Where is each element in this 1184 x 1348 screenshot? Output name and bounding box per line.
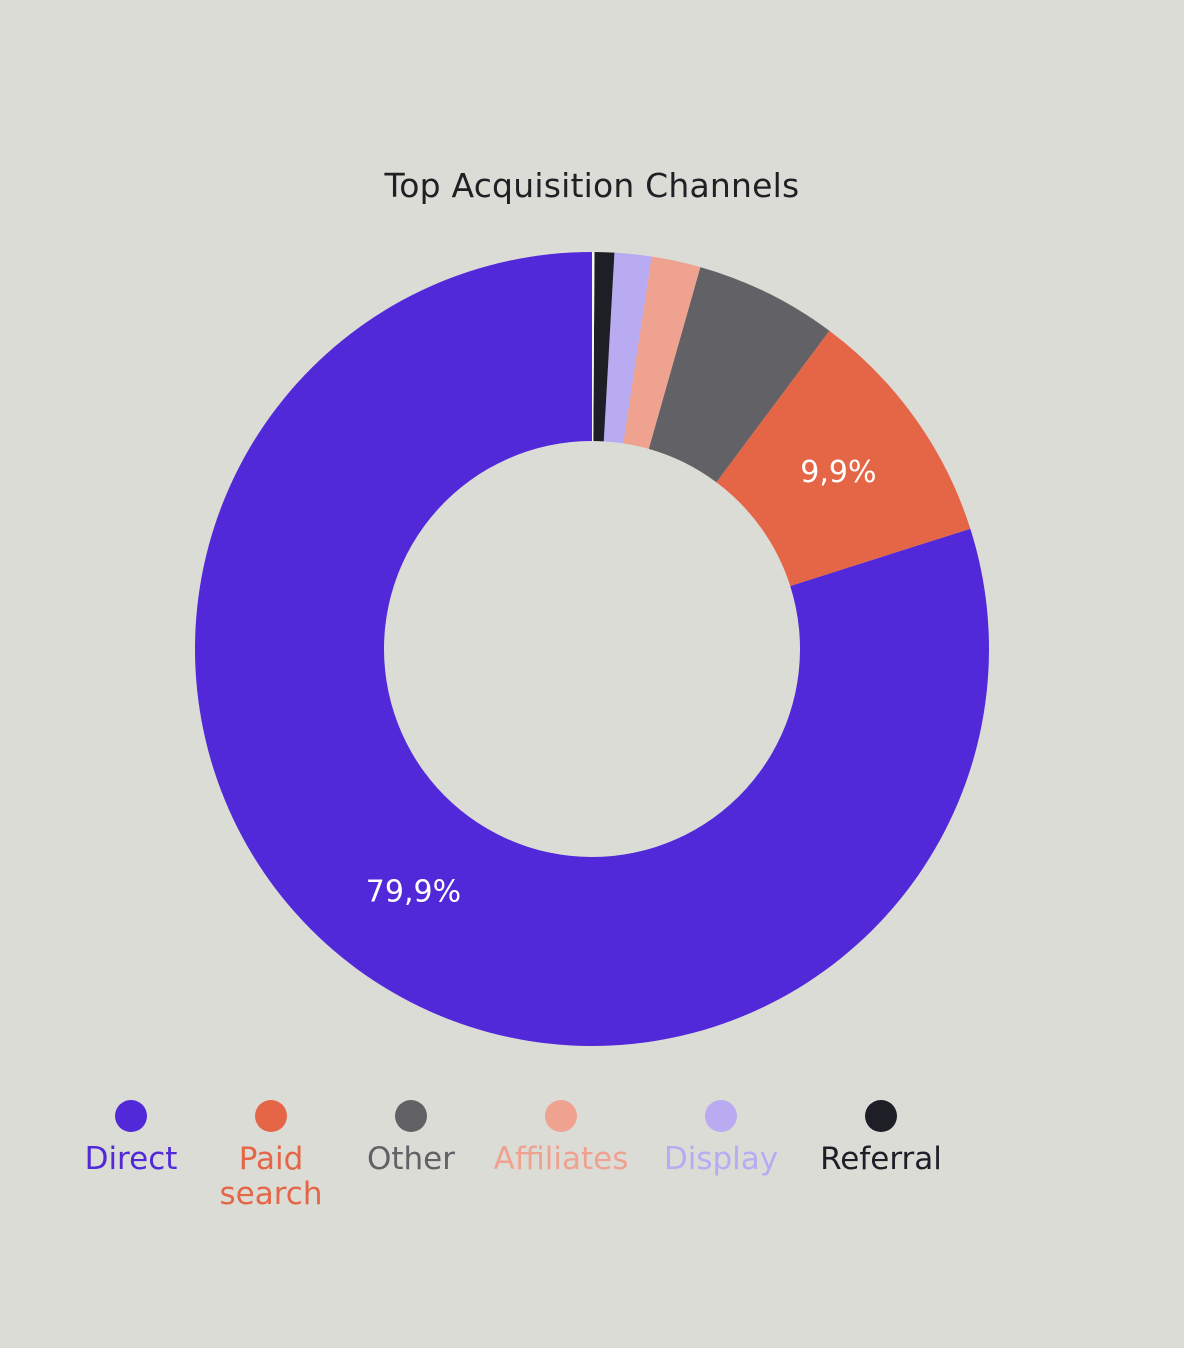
- data-label-paid-search: 9,9%: [800, 455, 876, 490]
- legend-dot-direct: [115, 1100, 147, 1132]
- legend-item-affiliates: Affiliates: [471, 1100, 651, 1177]
- slice-affiliates: [623, 256, 701, 449]
- legend-item-display: Display: [631, 1100, 811, 1177]
- slice-paid-search: [716, 330, 971, 586]
- slice-display: [603, 252, 652, 444]
- slice-direct: [194, 252, 989, 1046]
- legend-label-direct: Direct: [84, 1141, 178, 1177]
- legend-item-direct: Direct: [41, 1100, 221, 1177]
- legend-dot-referral: [865, 1100, 897, 1132]
- legend-dot-paid-search: [255, 1100, 287, 1132]
- legend-label-referral: Referral: [820, 1141, 942, 1177]
- legend-label-paid-search: Paid search: [219, 1141, 323, 1212]
- donut-chart: 79,9% 9,9%: [194, 252, 989, 1046]
- legend-dot-affiliates: [545, 1100, 577, 1132]
- legend-label-affiliates: Affiliates: [493, 1141, 629, 1177]
- legend-label-other: Other: [366, 1141, 456, 1177]
- slice-other: [648, 267, 830, 483]
- slice-unlabeled: [592, 252, 595, 442]
- legend-item-referral: Referral: [791, 1100, 971, 1177]
- legend-label-display: Display: [663, 1141, 779, 1177]
- legend-item-paid-search: Paid search: [181, 1100, 361, 1212]
- slice-referral: [593, 252, 615, 442]
- legend-dot-display: [705, 1100, 737, 1132]
- legend-dot-other: [395, 1100, 427, 1132]
- legend-item-other: Other: [321, 1100, 501, 1177]
- chart-title: Top Acquisition Channels: [384, 166, 800, 205]
- data-label-direct: 79,9%: [366, 875, 461, 910]
